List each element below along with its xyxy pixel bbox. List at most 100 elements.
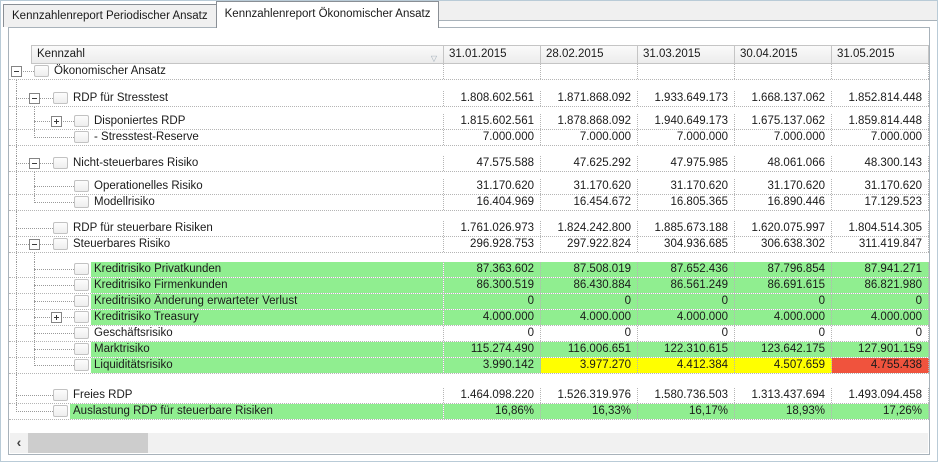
value-cell[interactable]: 16.805.365: [638, 195, 735, 210]
value-cell[interactable]: 7.000.000: [541, 130, 638, 145]
value-cell[interactable]: 1.493.094.458: [832, 388, 929, 403]
column-header-kennzahl[interactable]: Kennzahl ▽: [31, 45, 444, 64]
value-cell[interactable]: 127.901.159: [832, 342, 929, 357]
value-cell[interactable]: 4.000.000: [638, 310, 735, 325]
value-cell[interactable]: [832, 64, 929, 79]
value-cell[interactable]: 1.761.026.973: [444, 221, 541, 236]
table-row[interactable]: Ökonomischer Ansatz: [9, 64, 929, 80]
value-cell[interactable]: 86.430.884: [541, 278, 638, 293]
value-cell[interactable]: 0: [638, 294, 735, 309]
value-cell[interactable]: 1.852.814.448: [832, 91, 929, 106]
value-cell[interactable]: 4.755.438: [832, 358, 929, 373]
horizontal-scrollbar[interactable]: ‹: [10, 433, 928, 453]
value-cell[interactable]: 1.859.814.448: [832, 114, 929, 129]
value-cell[interactable]: [638, 64, 735, 79]
value-cell[interactable]: 31.170.620: [735, 179, 832, 194]
value-cell[interactable]: 0: [735, 294, 832, 309]
table-row[interactable]: Marktrisiko115.274.490116.006.651122.310…: [9, 342, 929, 358]
value-cell[interactable]: 16.404.969: [444, 195, 541, 210]
value-cell[interactable]: [541, 64, 638, 79]
value-cell[interactable]: 0: [444, 326, 541, 341]
value-cell[interactable]: 4.412.384: [638, 358, 735, 373]
value-cell[interactable]: 87.508.019: [541, 262, 638, 277]
table-row[interactable]: Modellrisiko16.404.96916.454.67216.805.3…: [9, 195, 929, 211]
collapse-icon[interactable]: [11, 66, 22, 77]
value-cell[interactable]: 1.871.868.092: [541, 91, 638, 106]
column-header-date-2[interactable]: 28.02.2015: [541, 45, 638, 64]
value-cell[interactable]: 48.061.066: [735, 156, 832, 171]
value-cell[interactable]: 31.170.620: [444, 179, 541, 194]
value-cell[interactable]: 297.922.824: [541, 237, 638, 252]
value-cell[interactable]: 1.933.649.173: [638, 91, 735, 106]
value-cell[interactable]: 47.975.985: [638, 156, 735, 171]
value-cell[interactable]: 16,17%: [638, 404, 735, 419]
value-cell[interactable]: 87.796.854: [735, 262, 832, 277]
value-cell[interactable]: 47.575.588: [444, 156, 541, 171]
value-cell[interactable]: 1.824.242.800: [541, 221, 638, 236]
value-cell[interactable]: 306.638.302: [735, 237, 832, 252]
value-cell[interactable]: 122.310.615: [638, 342, 735, 357]
table-row[interactable]: Liquiditätsrisiko3.990.1423.977.2704.412…: [9, 358, 929, 374]
value-cell[interactable]: 1.885.673.188: [638, 221, 735, 236]
table-row[interactable]: Kreditrisiko Treasury4.000.0004.000.0004…: [9, 310, 929, 326]
table-row[interactable]: RDP für steuerbare Risiken1.761.026.9731…: [9, 221, 929, 237]
value-cell[interactable]: 1.815.602.561: [444, 114, 541, 129]
value-cell[interactable]: 304.936.685: [638, 237, 735, 252]
value-cell[interactable]: 0: [735, 326, 832, 341]
value-cell[interactable]: 1.526.319.976: [541, 388, 638, 403]
value-cell[interactable]: 87.941.271: [832, 262, 929, 277]
value-cell[interactable]: 4.507.659: [735, 358, 832, 373]
value-cell[interactable]: 3.977.270: [541, 358, 638, 373]
value-cell[interactable]: 1.580.736.503: [638, 388, 735, 403]
table-row[interactable]: Freies RDP1.464.098.2201.526.319.9761.58…: [9, 388, 929, 404]
expand-icon[interactable]: [51, 116, 62, 127]
value-cell[interactable]: 1.675.137.062: [735, 114, 832, 129]
value-cell[interactable]: 7.000.000: [832, 130, 929, 145]
value-cell[interactable]: 0: [541, 294, 638, 309]
column-header-date-3[interactable]: 31.03.2015: [638, 45, 735, 64]
scroll-left-arrow-icon[interactable]: ‹: [10, 433, 28, 453]
column-header-date-1[interactable]: 31.01.2015: [444, 45, 541, 64]
collapse-icon[interactable]: [29, 239, 40, 250]
value-cell[interactable]: 16.890.446: [735, 195, 832, 210]
expand-icon[interactable]: [51, 312, 62, 323]
table-row[interactable]: RDP für Stresstest1.808.602.5611.871.868…: [9, 91, 929, 107]
value-cell[interactable]: 86.300.519: [444, 278, 541, 293]
value-cell[interactable]: 17,26%: [832, 404, 929, 419]
value-cell[interactable]: 311.419.847: [832, 237, 929, 252]
value-cell[interactable]: 1.808.602.561: [444, 91, 541, 106]
value-cell[interactable]: 4.000.000: [444, 310, 541, 325]
value-cell[interactable]: 0: [638, 326, 735, 341]
collapse-icon[interactable]: [29, 158, 40, 169]
value-cell[interactable]: 86.561.249: [638, 278, 735, 293]
table-row[interactable]: - Stresstest-Reserve7.000.0007.000.0007.…: [9, 130, 929, 146]
value-cell[interactable]: 16,86%: [444, 404, 541, 419]
value-cell[interactable]: 1.313.437.694: [735, 388, 832, 403]
value-cell[interactable]: 7.000.000: [638, 130, 735, 145]
value-cell[interactable]: 1.940.649.173: [638, 114, 735, 129]
value-cell[interactable]: 86.821.980: [832, 278, 929, 293]
scrollbar-thumb[interactable]: [28, 433, 148, 453]
table-row[interactable]: Steuerbares Risiko296.928.753297.922.824…: [9, 237, 929, 253]
value-cell[interactable]: 7.000.000: [735, 130, 832, 145]
value-cell[interactable]: 115.274.490: [444, 342, 541, 357]
value-cell[interactable]: 0: [832, 294, 929, 309]
value-cell[interactable]: 47.625.292: [541, 156, 638, 171]
value-cell[interactable]: 31.170.620: [832, 179, 929, 194]
value-cell[interactable]: 123.642.175: [735, 342, 832, 357]
table-row[interactable]: Kreditrisiko Änderung erwarteter Verlust…: [9, 294, 929, 310]
table-row[interactable]: Geschäftsrisiko00000: [9, 326, 929, 342]
value-cell[interactable]: 87.363.602: [444, 262, 541, 277]
value-cell[interactable]: 1.464.098.220: [444, 388, 541, 403]
value-cell[interactable]: 1.668.137.062: [735, 91, 832, 106]
value-cell[interactable]: 4.000.000: [735, 310, 832, 325]
table-row[interactable]: Operationelles Risiko31.170.62031.170.62…: [9, 179, 929, 195]
collapse-icon[interactable]: [29, 93, 40, 104]
value-cell[interactable]: 4.000.000: [832, 310, 929, 325]
tab-oekonomischer-ansatz[interactable]: Kennzahlenreport Ökonomischer Ansatz: [216, 1, 440, 28]
value-cell[interactable]: 3.990.142: [444, 358, 541, 373]
tab-periodischer-ansatz[interactable]: Kennzahlenreport Periodischer Ansatz: [3, 4, 217, 27]
table-row[interactable]: Disponiertes RDP1.815.602.5611.878.868.0…: [9, 114, 929, 130]
value-cell[interactable]: 296.928.753: [444, 237, 541, 252]
value-cell[interactable]: 116.006.651: [541, 342, 638, 357]
